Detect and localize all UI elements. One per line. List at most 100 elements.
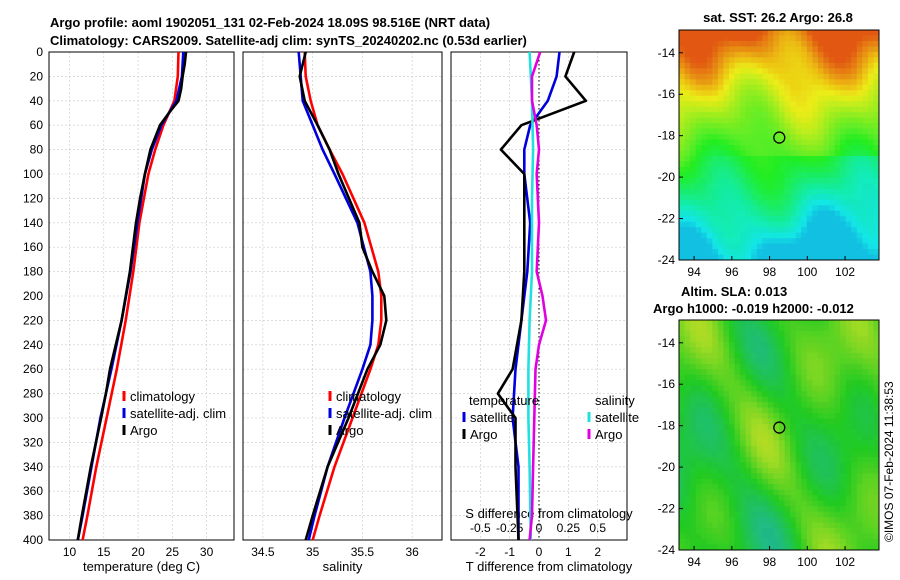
heatmap-cell xyxy=(795,249,802,255)
heatmap-cell xyxy=(745,358,752,365)
heatmap-cell xyxy=(851,90,858,97)
heatmap-cell xyxy=(740,166,747,173)
heatmap-cell xyxy=(851,238,858,244)
heatmap-cell xyxy=(684,117,691,124)
heatmap-cell xyxy=(823,73,830,80)
heatmap-cell xyxy=(801,506,808,513)
heatmap-cell xyxy=(695,385,702,392)
heatmap-cell xyxy=(679,161,685,168)
heatmap-cell xyxy=(751,418,758,425)
heatmap-cell xyxy=(823,145,830,151)
heatmap-cell xyxy=(867,35,874,42)
heatmap-cell xyxy=(801,517,808,524)
heatmap-cell xyxy=(801,134,808,140)
heatmap-cell xyxy=(823,172,830,179)
heatmap-cell xyxy=(745,95,752,102)
heatmap-cell xyxy=(795,544,802,551)
heatmap-cell xyxy=(729,341,735,348)
heatmap-cell xyxy=(690,90,697,97)
heatmap-cell xyxy=(834,227,841,234)
heatmap-cell xyxy=(712,150,719,157)
heatmap-cell xyxy=(695,402,702,409)
heatmap-cell xyxy=(851,440,858,447)
heatmap-cell xyxy=(767,84,774,91)
y-tick-label: 180 xyxy=(23,265,43,279)
heatmap-cell xyxy=(840,544,847,551)
heatmap-cell xyxy=(756,374,763,381)
heatmap-cell xyxy=(801,440,808,447)
heatmap-cell xyxy=(867,374,874,381)
heatmap-cell xyxy=(829,467,835,474)
heatmap-cell xyxy=(745,517,752,524)
heatmap-cell xyxy=(867,210,874,217)
heatmap-cell xyxy=(845,473,852,480)
heatmap-cell xyxy=(840,358,847,365)
heatmap-cell xyxy=(790,511,797,518)
heatmap-cell xyxy=(862,68,869,75)
heatmap-cell xyxy=(840,539,847,545)
heatmap-cell xyxy=(740,35,747,42)
heatmap-cell xyxy=(840,320,847,326)
heatmap-cell xyxy=(679,172,685,179)
heatmap-cell xyxy=(723,489,730,496)
heatmap-cell xyxy=(729,429,735,436)
heatmap-cell xyxy=(717,123,724,129)
heatmap-cell xyxy=(784,128,791,135)
heatmap-cell xyxy=(784,123,791,129)
heatmap-cell xyxy=(784,188,791,195)
heatmap-cell xyxy=(801,177,808,184)
heatmap-cell xyxy=(773,336,780,343)
heatmap-cell xyxy=(740,363,747,370)
heatmap-cell xyxy=(751,35,758,42)
heatmap-cell xyxy=(706,199,713,206)
heatmap-cell xyxy=(734,358,741,365)
heatmap-cell xyxy=(812,396,819,403)
heatmap-cell xyxy=(790,341,797,348)
heatmap-cell xyxy=(773,402,780,409)
heatmap-cell xyxy=(767,500,774,507)
heatmap-cell xyxy=(812,249,819,255)
heatmap-cell xyxy=(856,150,863,157)
heatmap-cell xyxy=(729,139,735,146)
heatmap-cell xyxy=(867,90,874,97)
heatmap-cell xyxy=(829,484,835,491)
legend-label: satellite-adj. clim xyxy=(130,406,226,421)
heatmap-cell xyxy=(806,380,813,387)
heatmap-cell xyxy=(762,440,769,447)
heatmap-cell xyxy=(695,391,702,398)
heatmap-cell xyxy=(812,341,819,348)
heatmap-cell xyxy=(867,79,874,86)
heatmap-cell xyxy=(679,238,685,244)
heatmap-cell xyxy=(801,391,808,398)
heatmap-cell xyxy=(679,478,685,485)
heatmap-cell xyxy=(867,385,874,392)
heatmap-cell xyxy=(812,79,819,86)
heatmap-cell xyxy=(784,402,791,409)
series-line-argo xyxy=(76,51,188,541)
heatmap-cell xyxy=(745,238,752,244)
heatmap-cell xyxy=(779,134,785,140)
heatmap-cell xyxy=(679,68,685,75)
heatmap-cell xyxy=(829,522,835,529)
heatmap-cell xyxy=(717,385,724,392)
heatmap-cell xyxy=(717,517,724,524)
heatmap-cell xyxy=(795,183,802,190)
heatmap-cell xyxy=(723,429,730,436)
heatmap-cell xyxy=(762,320,769,326)
heatmap-cell xyxy=(745,210,752,217)
heatmap-cell xyxy=(745,106,752,113)
heatmap-cell xyxy=(734,216,741,223)
heatmap-cell xyxy=(845,358,852,365)
heatmap-cell xyxy=(851,232,858,239)
heatmap-cell xyxy=(773,106,780,113)
heatmap-cell xyxy=(751,336,758,343)
heatmap-cell xyxy=(806,429,813,436)
heatmap-cell xyxy=(812,424,819,430)
heatmap-cell xyxy=(834,243,841,250)
heatmap-cell xyxy=(695,533,702,540)
heatmap-cell xyxy=(867,325,874,332)
heatmap-cell xyxy=(851,194,858,201)
heatmap-cell xyxy=(767,352,774,359)
heatmap-cell xyxy=(784,451,791,458)
heatmap-cell xyxy=(806,112,813,119)
